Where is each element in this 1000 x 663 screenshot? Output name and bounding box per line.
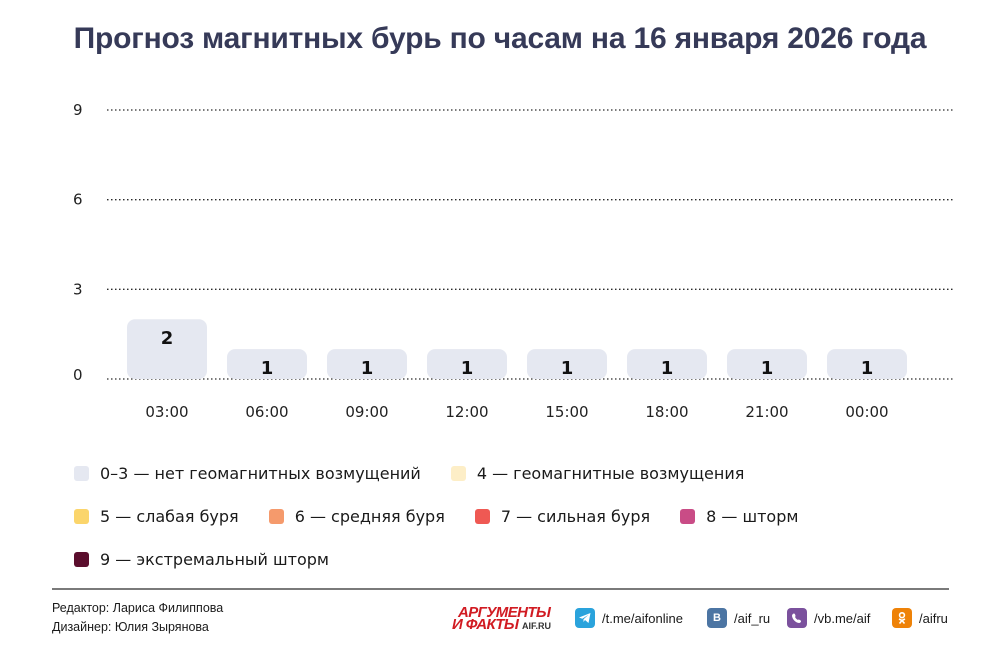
y-tick-label: 0 — [73, 366, 83, 384]
logo-site: AIF.RU — [522, 621, 551, 631]
legend-row: 0–3 — нет геомагнитных возмущений 4 — ге… — [74, 452, 954, 495]
legend-label: 5 — слабая буря — [100, 507, 239, 526]
legend-swatch — [74, 552, 89, 567]
y-tick-label: 9 — [73, 101, 83, 119]
legend-item: 8 — шторм — [680, 507, 798, 526]
social-label: /aifru — [919, 610, 948, 626]
logo-line-1: АРГУМЕНТЫ — [458, 604, 551, 621]
legend-label: 0–3 — нет геомагнитных возмущений — [100, 464, 421, 483]
legend-swatch — [74, 509, 89, 524]
social-telegram[interactable]: /t.me/aifonline — [575, 608, 683, 628]
data-label: 2 — [161, 328, 174, 349]
y-axis: 0 3 6 9 — [73, 101, 83, 384]
bar — [427, 349, 507, 379]
legend-label: 4 — геомагнитные возмущения — [476, 464, 745, 483]
social-vk[interactable]: B /aif_ru — [707, 608, 770, 628]
bar — [627, 349, 707, 379]
legend-label: 7 — сильная буря — [500, 507, 651, 526]
legend-label: 8 — шторм — [706, 507, 799, 526]
social-label: /vb.me/aif — [814, 610, 871, 626]
social-label: /t.me/aifonline — [602, 610, 683, 626]
bar-chart: 0 3 6 9 2 1 1 1 1 1 1 1 03:00 06:00 09:00 12:00 15:00 1… — [73, 101, 955, 421]
x-axis: 03:00 06:00 09:00 12:00 15:00 18:00 21:00 00:00 — [145, 403, 888, 421]
legend-swatch — [474, 509, 490, 524]
bars: 2 1 1 1 1 1 1 1 — [127, 319, 907, 379]
data-label: 1 — [561, 358, 574, 379]
data-label: 1 — [461, 358, 474, 379]
legend-swatch — [268, 509, 284, 524]
data-label: 1 — [761, 358, 774, 379]
aif-logo[interactable]: АРГУМЕНТЫ И ФАКТЫ AIF.RU — [452, 604, 564, 633]
x-tick-label: 00:00 — [845, 403, 888, 421]
social-label: /aif_ru — [734, 610, 771, 626]
x-tick-label: 09:00 — [345, 403, 388, 421]
legend-label: 6 — средняя буря — [294, 507, 445, 526]
legend-item: 5 — слабая буря — [74, 507, 239, 526]
legend-swatch — [450, 466, 466, 481]
legend-swatch — [680, 509, 696, 524]
legend-item: 4 — геомагнитные возмущения — [450, 464, 745, 483]
bar — [727, 349, 807, 379]
data-label: 1 — [861, 358, 874, 379]
x-tick-label: 12:00 — [445, 403, 488, 421]
social-viber[interactable]: /vb.me/aif — [787, 608, 870, 628]
legend: 0–3 — нет геомагнитных возмущений 4 — ге… — [74, 452, 954, 581]
grid-lines — [107, 109, 955, 380]
footer-divider — [52, 588, 949, 590]
legend-swatch — [74, 466, 89, 481]
x-tick-label: 06:00 — [245, 403, 288, 421]
bar — [527, 349, 607, 379]
editor-credit: Редактор: Лариса Филиппова — [52, 601, 224, 615]
data-label: 1 — [361, 358, 374, 379]
telegram-icon — [575, 608, 595, 628]
x-tick-label: 03:00 — [145, 403, 188, 421]
social-odnoklassniki[interactable]: /aifru — [892, 608, 948, 628]
x-tick-label: 21:00 — [745, 403, 788, 421]
y-tick-label: 6 — [73, 191, 83, 209]
viber-icon — [787, 608, 807, 628]
legend-item: 6 — средняя буря — [268, 507, 445, 526]
designer-credit: Дизайнер: Юлия Зырянова — [52, 620, 209, 634]
x-tick-label: 15:00 — [545, 403, 588, 421]
vk-icon: B — [707, 608, 727, 628]
legend-item: 7 — сильная буря — [474, 507, 651, 526]
data-label: 1 — [261, 358, 274, 379]
bar — [827, 349, 907, 379]
bar — [127, 319, 207, 379]
x-tick-label: 18:00 — [645, 403, 688, 421]
chart-title: Прогноз магнитных бурь по часам на 16 ян… — [73, 22, 927, 55]
odnoklassniki-icon — [892, 608, 912, 628]
legend-row: 5 — слабая буря 6 — средняя буря 7 — сил… — [74, 495, 954, 538]
y-tick-label: 3 — [73, 280, 83, 298]
legend-row: 9 — экстремальный шторм — [74, 538, 954, 581]
legend-label: 9 — экстремальный шторм — [100, 550, 329, 569]
bar — [227, 349, 307, 379]
logo-line-2: И ФАКТЫ — [452, 616, 519, 633]
data-label: 1 — [661, 358, 674, 379]
credits: Редактор: Лариса Филиппова Дизайнер: Юли… — [52, 599, 223, 637]
legend-item: 9 — экстремальный шторм — [74, 550, 329, 569]
legend-item: 0–3 — нет геомагнитных возмущений — [74, 464, 421, 483]
bar — [327, 349, 407, 379]
